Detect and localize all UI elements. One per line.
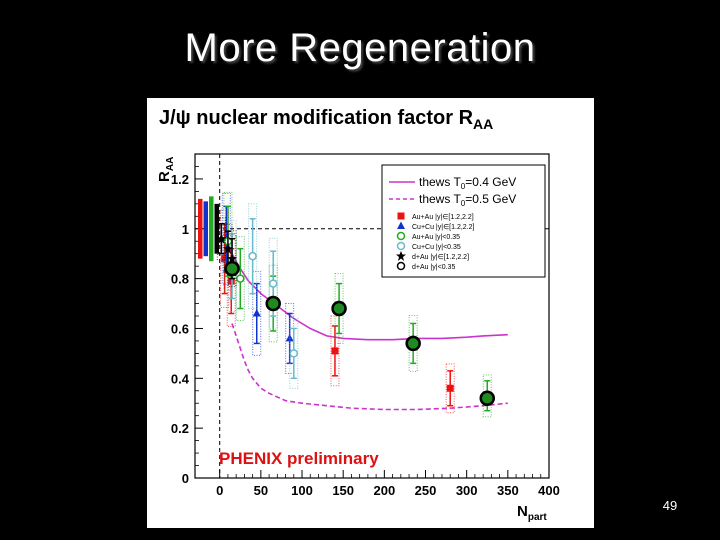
- overlay-circle: [331, 300, 347, 317]
- legend-marker-au_fwd: [397, 212, 405, 220]
- legend-label-theory-2: thews T0=0.5 GeV: [419, 192, 516, 208]
- theory-curve-2: [231, 323, 508, 411]
- data-point-au_fwd: [331, 347, 339, 355]
- y-tick-label: 0.8: [171, 272, 189, 287]
- legend-marker-label: d+Au |y|<0.35: [412, 264, 455, 271]
- chart-svg: J/ψ nuclear modification factor RAA RAA …: [156, 107, 560, 523]
- data-point-cu_fwd: [252, 309, 261, 317]
- legend: thews T0=0.4 GeV thews T0=0.5 GeV Au+Au …: [381, 164, 546, 278]
- x-tick-label: 200: [373, 483, 395, 498]
- legend-marker-au_mid: [396, 231, 406, 241]
- data-point-cu_mid: [268, 279, 278, 288]
- legend-marker-label: Cu+Cu |y|<0.35: [412, 244, 461, 251]
- syst-band-au_fwd: [330, 315, 340, 387]
- data-point-au_mid: [236, 274, 245, 283]
- x-tick-label: 50: [254, 483, 268, 498]
- legend-theory-2-sub: 0: [461, 199, 466, 208]
- y-tick-label: 0.2: [171, 421, 189, 436]
- x-axis-label: Npart: [517, 503, 547, 523]
- y-axis-label-main: R: [156, 171, 173, 182]
- legend-marker-dau: [396, 251, 406, 261]
- y-tick-label: 0: [182, 471, 189, 486]
- y-axis-label: RAA: [156, 157, 176, 182]
- legend-theory-1-name: thews T: [419, 175, 461, 189]
- syst-band-au_mid: [235, 236, 245, 321]
- x-tick-label: 400: [538, 483, 560, 498]
- legend-theory-2-name: thews T: [419, 192, 461, 206]
- x-tick-label: 300: [456, 483, 478, 498]
- overlay-circle: [265, 295, 281, 312]
- global-uncertainty-box-au_mid: [209, 196, 214, 262]
- legend-marker-label: Cu+Cu |y|∈[1.2,2.2]: [412, 224, 475, 231]
- legend-box: [381, 164, 546, 278]
- slide-title: More Regeneration: [184, 26, 536, 70]
- x-tick-label: 250: [415, 483, 437, 498]
- data-point-au_fwd: [227, 277, 235, 285]
- overlay-circle: [224, 260, 240, 277]
- overlay-circle: [479, 390, 496, 406]
- legend-marker-label: Au+Au |y|<0.35: [412, 234, 460, 241]
- x-tick-label: 350: [497, 483, 519, 498]
- global-uncertainty-box-cu_fwd: [203, 201, 208, 257]
- legend-marker-label: Au+Au |y|∈[1.2,2.2]: [412, 214, 474, 221]
- x-axis-label-sub: part: [528, 512, 548, 523]
- global-uncertainty-box-au_fwd: [198, 198, 203, 259]
- x-axis-label-main: N: [517, 503, 528, 520]
- y-tick-label: 0.6: [171, 321, 189, 336]
- data-point-au_fwd: [221, 255, 229, 263]
- theory-curve-1: [223, 233, 508, 341]
- chart-title: J/ψ nuclear modification factor RAA: [159, 107, 493, 132]
- legend-marker-cu_fwd: [397, 221, 405, 229]
- y-tick-label: 1.2: [171, 172, 189, 187]
- data-point-dau: [216, 233, 227, 244]
- chart-title-main: J/ψ nuclear modification factor R: [159, 107, 474, 129]
- syst-band-au_fwd: [226, 235, 236, 327]
- plot-area: 0 50 100 150 200 250 300 350 400 0 0.2 0.4 0.6 0.8 1 1.…: [171, 153, 560, 498]
- legend-markers: Au+Au |y|∈[1.2,2.2] Cu+Cu |y|∈[1.2,2.2] Au…: [396, 212, 475, 271]
- x-tick-label: 150: [332, 483, 354, 498]
- syst-band-dau: [227, 230, 237, 288]
- data-point-cu_fwd: [285, 333, 294, 342]
- legend-theory-1-suffix: =0.4 GeV: [465, 175, 516, 189]
- chart-figure: J/ψ nuclear modification factor RAA RAA …: [147, 98, 594, 528]
- x-tick-label: 0: [216, 483, 223, 498]
- chart-title-sub: AA: [473, 116, 493, 132]
- syst-band-au_fwd: [445, 363, 455, 414]
- syst-band-au_fwd: [220, 209, 230, 309]
- y-tick-label: 0.4: [171, 371, 190, 386]
- data-point-cu_mid: [289, 349, 299, 358]
- legend-label-theory-1: thews T0=0.4 GeV: [419, 175, 516, 191]
- legend-marker-cu_mid: [396, 241, 406, 251]
- data-point-cu_mid: [248, 251, 257, 261]
- y-tick-label: 1: [182, 222, 189, 237]
- syst-band-cu_fwd: [252, 271, 262, 356]
- page-number: 49: [662, 498, 678, 513]
- legend-theory-2-suffix: =0.5 GeV: [465, 192, 516, 206]
- data-point-dau: [227, 253, 238, 264]
- overlay-circle: [405, 335, 421, 352]
- legend-marker-label: d+Au |y|∈[1.2,2.2]: [412, 254, 469, 261]
- global-uncertainty-box-dau: [214, 203, 219, 254]
- y-axis-label-sub: AA: [165, 157, 176, 171]
- data-point-dau: [222, 243, 233, 254]
- legend-theory-1-sub: 0: [461, 182, 466, 191]
- data-point-au_fwd: [446, 384, 454, 392]
- legend-marker-dau: [396, 261, 406, 271]
- phenix-annotation: PHENIX preliminary: [219, 449, 379, 468]
- x-tick-label: 100: [291, 483, 313, 498]
